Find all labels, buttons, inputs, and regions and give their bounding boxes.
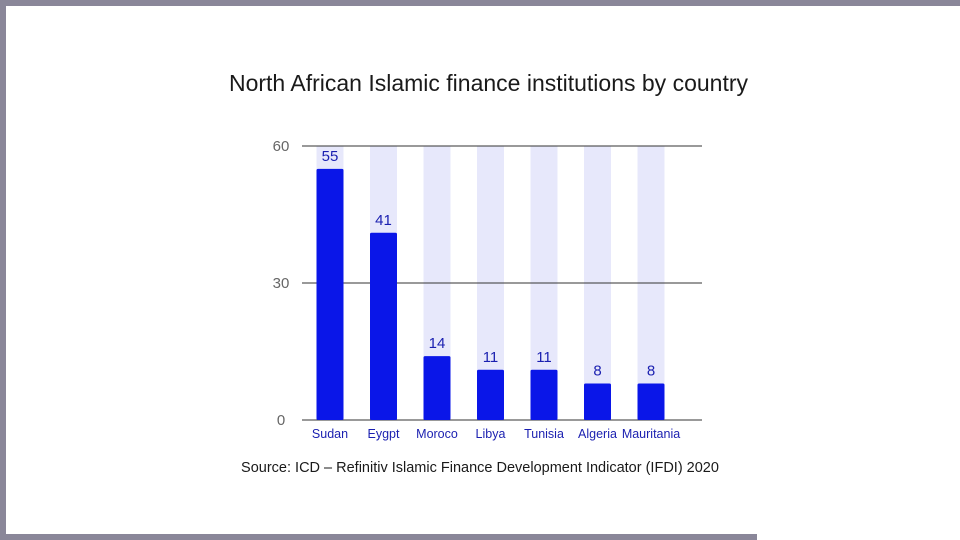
- y-tick-label: 30: [273, 275, 290, 292]
- y-tick-label: 0: [277, 412, 285, 429]
- bar: [584, 383, 611, 420]
- x-category-label: Mauritania: [622, 427, 680, 441]
- bar-value-label: 41: [375, 212, 392, 229]
- x-category-label: Sudan: [312, 427, 348, 441]
- chart-title: North African Islamic finance institutio…: [228, 70, 748, 96]
- x-category-label: Algeria: [578, 427, 617, 441]
- frame-left-border: [0, 0, 6, 540]
- bar: [530, 369, 558, 420]
- bar: [477, 369, 504, 420]
- bar: [637, 383, 665, 420]
- y-tick-label: 60: [273, 138, 290, 155]
- x-category-label: Eygpt: [368, 427, 400, 441]
- frame-bottom-border: [0, 534, 757, 540]
- chart-source-note: Source: ICD – Refinitiv Islamic Finance …: [241, 460, 719, 476]
- x-category-label: Libya: [476, 427, 506, 441]
- bar: [370, 232, 397, 420]
- bar: [316, 168, 344, 420]
- x-category-label: Moroco: [416, 427, 458, 441]
- bar-value-label: 14: [429, 335, 446, 352]
- bar-value-label: 55: [322, 148, 339, 165]
- x-category-label: Tunisia: [524, 427, 564, 441]
- frame-top-border: [0, 0, 960, 6]
- bar-value-label: 11: [483, 349, 499, 366]
- bar-value-label: 8: [593, 362, 601, 379]
- bar: [423, 356, 451, 420]
- bar-value-label: 8: [647, 362, 655, 379]
- bar-value-label: 11: [536, 349, 552, 366]
